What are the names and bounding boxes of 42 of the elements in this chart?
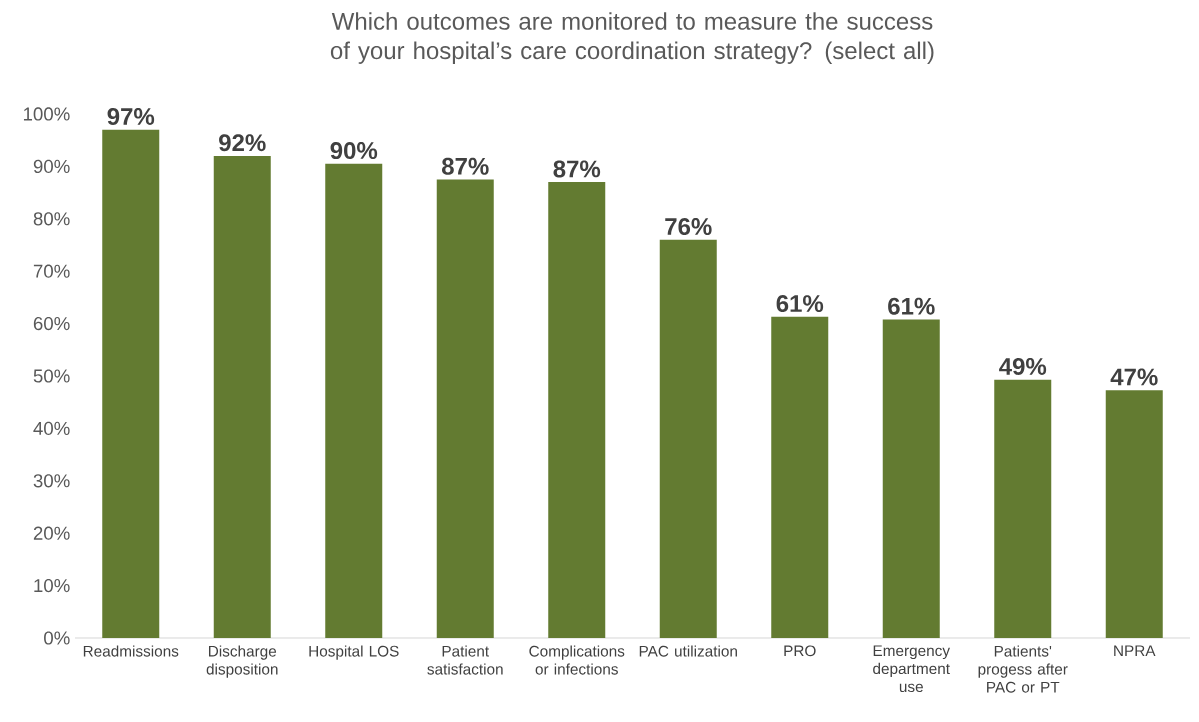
data-label: 97% bbox=[107, 108, 155, 125]
x-tick-label: Emergency department use bbox=[873, 645, 950, 693]
bar bbox=[436, 179, 494, 638]
y-tick-label: 80% bbox=[33, 212, 70, 226]
y-tick-label: 40% bbox=[33, 421, 70, 436]
data-label: 61% bbox=[888, 297, 935, 315]
data-label: 87% bbox=[553, 160, 601, 178]
x-tick-label: Discharge disposition bbox=[206, 645, 278, 678]
y-tick-label: 0% bbox=[44, 631, 70, 645]
x-tick-label: PAC utilization bbox=[639, 645, 737, 657]
chart-title: Which outcomes are monitored to measure the success of your hospital’s care coordination strategy? (select all) bbox=[330, 12, 934, 64]
x-tick-label: NPRA bbox=[1114, 645, 1156, 656]
y-tick-label: 30% bbox=[33, 474, 70, 488]
bar bbox=[659, 239, 717, 638]
data-label: 49% bbox=[999, 357, 1047, 375]
bar bbox=[548, 182, 606, 638]
bar bbox=[994, 379, 1052, 638]
x-tick-label: Patients' progess after PAC or PT bbox=[978, 645, 1068, 693]
bar bbox=[771, 316, 829, 638]
x-tick-label: Readmissions bbox=[83, 645, 179, 657]
data-label: 92% bbox=[219, 134, 266, 152]
y-tick-label: 70% bbox=[33, 264, 70, 278]
data-label: 76% bbox=[665, 218, 712, 236]
x-tick-label: Hospital LOS bbox=[309, 645, 399, 660]
y-tick-label: 50% bbox=[33, 369, 70, 383]
bar bbox=[102, 129, 160, 638]
y-tick-label: 20% bbox=[33, 526, 70, 540]
bar bbox=[325, 163, 383, 638]
data-label: 90% bbox=[330, 142, 378, 160]
x-tick-label: Complications or infections bbox=[529, 645, 625, 675]
bar bbox=[882, 319, 940, 638]
x-tick-label: PRO bbox=[784, 645, 816, 657]
bar bbox=[1105, 390, 1163, 638]
y-tick-label: 60% bbox=[33, 316, 70, 331]
x-tick-label: Patient satisfaction bbox=[427, 645, 503, 675]
y-tick-label: 90% bbox=[33, 159, 70, 174]
bar bbox=[213, 155, 271, 638]
y-tick-label: 10% bbox=[34, 578, 70, 593]
y-tick-label: 100% bbox=[23, 107, 70, 121]
data-label: 87% bbox=[441, 157, 489, 175]
data-label: 47% bbox=[1110, 368, 1158, 386]
data-label: 61% bbox=[776, 295, 824, 313]
